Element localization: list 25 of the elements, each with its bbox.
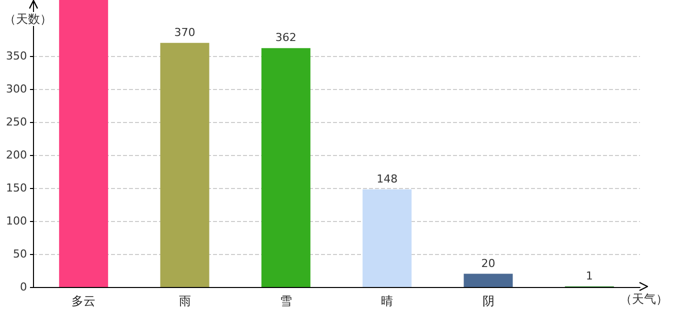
data-label: 370 <box>174 26 196 39</box>
y-tick-label: 300 <box>6 82 27 96</box>
data-label: 1 <box>586 269 593 282</box>
bar <box>261 48 310 287</box>
data-label: 362 <box>275 31 296 44</box>
y-tick-label: 0 <box>20 280 27 294</box>
y-tick-label: 150 <box>6 182 27 195</box>
y-tick-label: 200 <box>6 148 27 162</box>
x-tick-label: 阴 <box>482 294 494 308</box>
x-tick-label: 雪 <box>280 294 292 308</box>
y-tick-label: 350 <box>6 50 27 63</box>
y-tick-label: 250 <box>6 116 27 129</box>
bar <box>59 0 108 287</box>
x-axis-title: （天气） <box>620 292 668 306</box>
bar <box>160 42 210 287</box>
data-label: 20 <box>481 256 496 270</box>
bar <box>362 189 412 287</box>
y-axis-title: （天数） <box>4 12 52 26</box>
y-tick-label: 50 <box>13 248 27 261</box>
x-tick-label: 多云 <box>72 294 96 308</box>
data-label: 148 <box>376 172 398 186</box>
bar <box>464 274 513 287</box>
y-tick-label: 100 <box>6 214 27 228</box>
x-tick-label: 雨 <box>178 294 191 308</box>
x-tick-label: 晴 <box>381 294 394 308</box>
